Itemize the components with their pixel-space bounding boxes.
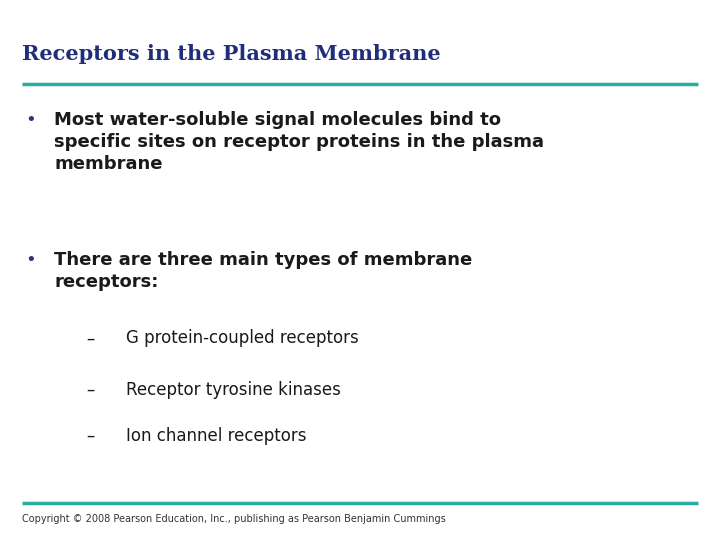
Text: •: • bbox=[25, 251, 36, 269]
Text: Receptors in the Plasma Membrane: Receptors in the Plasma Membrane bbox=[22, 44, 440, 64]
Text: –: – bbox=[86, 427, 95, 444]
Text: Copyright © 2008 Pearson Education, Inc., publishing as Pearson Benjamin Cumming: Copyright © 2008 Pearson Education, Inc.… bbox=[22, 514, 446, 524]
Text: •: • bbox=[25, 111, 36, 129]
Text: –: – bbox=[86, 329, 95, 347]
Text: Receptor tyrosine kinases: Receptor tyrosine kinases bbox=[126, 381, 341, 399]
Text: Most water-soluble signal molecules bind to
specific sites on receptor proteins : Most water-soluble signal molecules bind… bbox=[54, 111, 544, 173]
Text: –: – bbox=[86, 381, 95, 399]
Text: There are three main types of membrane
receptors:: There are three main types of membrane r… bbox=[54, 251, 472, 291]
Text: G protein-coupled receptors: G protein-coupled receptors bbox=[126, 329, 359, 347]
Text: Ion channel receptors: Ion channel receptors bbox=[126, 427, 307, 444]
